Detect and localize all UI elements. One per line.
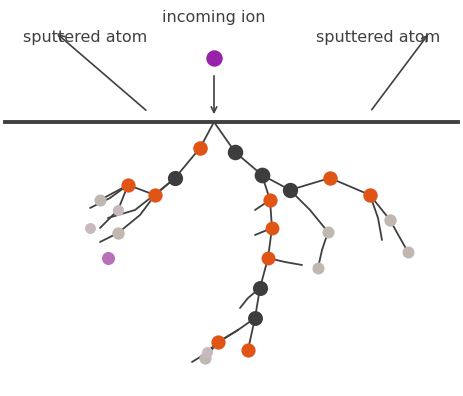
Point xyxy=(171,175,179,181)
Point xyxy=(151,192,159,198)
Point xyxy=(104,255,112,261)
Point xyxy=(114,207,122,213)
Point xyxy=(324,229,332,235)
Point xyxy=(114,230,122,236)
Point xyxy=(244,347,252,353)
Text: incoming ion: incoming ion xyxy=(162,10,266,25)
Point xyxy=(203,349,211,355)
Point xyxy=(251,315,259,321)
Point xyxy=(326,175,334,181)
Point xyxy=(314,265,322,271)
Point xyxy=(286,187,294,193)
Point xyxy=(86,225,94,231)
Point xyxy=(124,182,131,188)
Point xyxy=(96,197,104,203)
Text: sputtered atom: sputtered atom xyxy=(23,30,147,45)
Point xyxy=(404,249,412,255)
Point xyxy=(264,255,272,261)
Point xyxy=(210,55,218,61)
Point xyxy=(386,217,394,223)
Point xyxy=(366,192,374,198)
Point xyxy=(214,339,222,345)
Point xyxy=(258,172,266,178)
Point xyxy=(266,197,274,203)
Point xyxy=(257,285,264,291)
Text: sputtered atom: sputtered atom xyxy=(316,30,440,45)
Point xyxy=(201,355,209,361)
Point xyxy=(232,149,239,155)
Point xyxy=(196,145,204,151)
Point xyxy=(268,225,275,231)
